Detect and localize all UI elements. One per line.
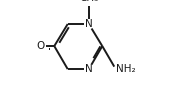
Text: CH₃: CH₃	[79, 0, 98, 3]
Text: N: N	[85, 19, 93, 29]
Text: N: N	[85, 64, 93, 74]
Text: NH₂: NH₂	[116, 64, 135, 74]
Text: O: O	[37, 41, 45, 51]
